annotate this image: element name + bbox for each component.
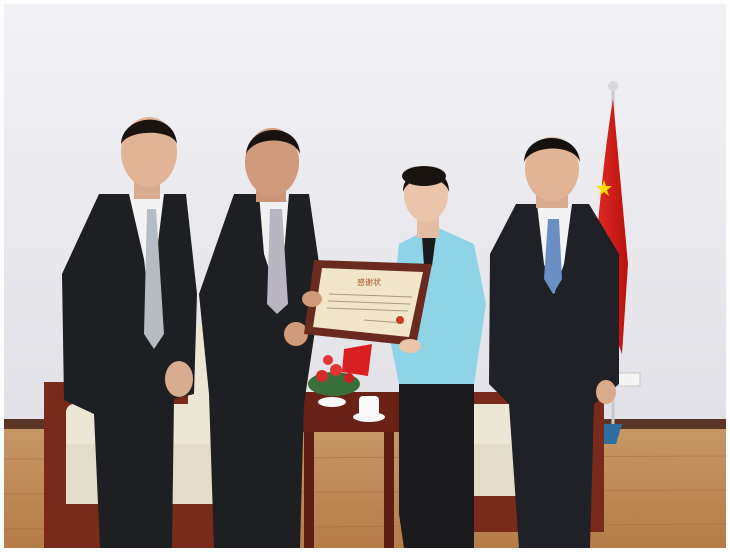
photo: 感谢状 bbox=[4, 4, 726, 548]
person-second bbox=[199, 128, 322, 548]
tea-table bbox=[299, 392, 399, 548]
hand-right bbox=[399, 339, 421, 353]
person-left bbox=[62, 117, 197, 548]
certificate-heading: 感谢状 bbox=[357, 277, 381, 287]
hand-left bbox=[302, 291, 322, 307]
wall-outlet bbox=[615, 372, 641, 387]
certificate: 感谢状 bbox=[304, 260, 432, 346]
flower-arrangement bbox=[308, 344, 372, 396]
person-right bbox=[489, 137, 619, 548]
flag-base bbox=[600, 424, 622, 444]
